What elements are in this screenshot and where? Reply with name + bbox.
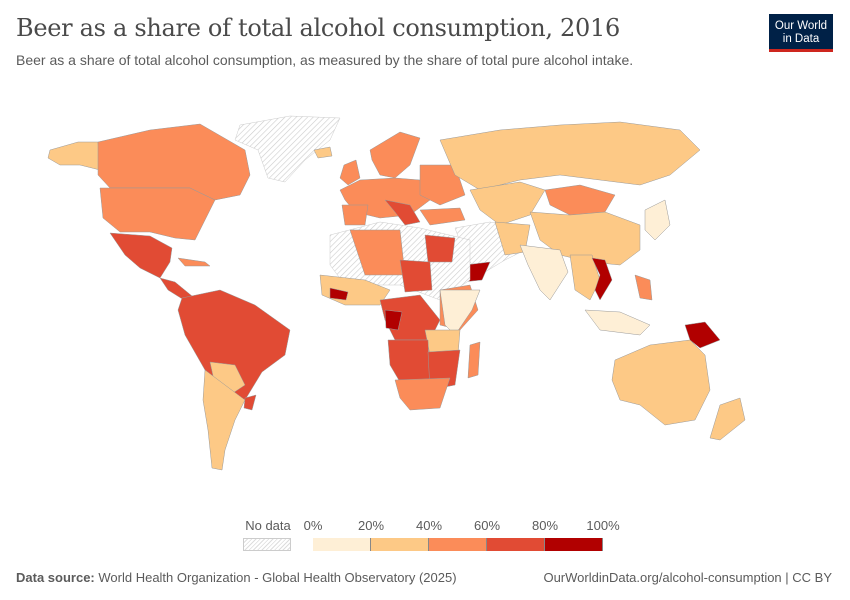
logo-line-1: Our World xyxy=(774,19,828,32)
legend-tick-label: 60% xyxy=(473,518,501,533)
country-alaska[interactable] xyxy=(47,141,101,171)
country-russia[interactable] xyxy=(439,121,701,191)
country-canada[interactable] xyxy=(97,123,251,201)
country-korea-japan[interactable] xyxy=(644,199,671,241)
country-argentina-chile[interactable] xyxy=(202,369,246,471)
source-link[interactable]: OurWorldinData.org/alcohol-consumption |… xyxy=(543,570,832,585)
country-indonesia[interactable] xyxy=(584,309,651,336)
country-sudan[interactable] xyxy=(399,259,433,293)
world-map xyxy=(47,115,746,471)
legend-tick-label: 80% xyxy=(531,518,559,533)
legend-tick-label: 0% xyxy=(303,518,323,533)
country-vietnam[interactable] xyxy=(591,257,613,301)
legend-tick-label: 100% xyxy=(586,518,620,533)
country-madagascar[interactable] xyxy=(467,341,481,379)
data-source-label: Data source: xyxy=(16,570,95,585)
logo-line-2: in Data xyxy=(782,32,820,45)
country-egypt[interactable] xyxy=(424,234,456,263)
legend-bin-1[interactable] xyxy=(371,538,429,551)
country-southern-africa[interactable] xyxy=(394,377,451,411)
country-italy-balkans[interactable] xyxy=(384,199,421,226)
legend-no-data-swatch[interactable] xyxy=(243,538,291,551)
country-mexico[interactable] xyxy=(109,232,173,279)
country-iceland[interactable] xyxy=(313,146,333,159)
owid-logo[interactable]: Our World in Data xyxy=(769,14,833,52)
legend-no-data-label: No data xyxy=(245,518,291,533)
legend-bin-2[interactable] xyxy=(429,538,487,551)
country-png[interactable] xyxy=(684,321,721,349)
legend-bin-0[interactable] xyxy=(313,538,371,551)
map-legend: No data 0% 20% 40% 60% 80% 100% xyxy=(240,515,620,555)
country-west-africa-coast[interactable] xyxy=(329,287,349,301)
country-mongolia[interactable] xyxy=(544,184,616,216)
country-caribbean[interactable] xyxy=(177,257,211,267)
country-usa[interactable] xyxy=(99,187,216,241)
country-india[interactable] xyxy=(519,244,569,301)
page-title: Beer as a share of total alcohol consump… xyxy=(16,14,620,42)
legend-bin-4[interactable] xyxy=(545,538,603,551)
country-philippines[interactable] xyxy=(634,274,653,301)
country-iberia[interactable] xyxy=(341,204,369,226)
legend-tick-label: 20% xyxy=(357,518,385,533)
country-ethiopia-somalia[interactable] xyxy=(439,289,481,336)
country-greenland[interactable] xyxy=(234,115,341,183)
country-new-zealand[interactable] xyxy=(709,397,746,441)
legend-bin-3[interactable] xyxy=(487,538,545,551)
country-uk-ireland[interactable] xyxy=(339,159,361,186)
legend-tick-label: 40% xyxy=(415,518,443,533)
country-australia[interactable] xyxy=(611,339,711,426)
country-scandinavia[interactable] xyxy=(369,131,421,179)
country-south-america-north[interactable] xyxy=(177,289,291,401)
data-source: Data source: World Health Organization -… xyxy=(16,570,457,585)
country-uruguay[interactable] xyxy=(243,394,257,411)
country-turkey[interactable] xyxy=(419,207,466,226)
country-eastern-europe[interactable] xyxy=(419,164,466,206)
country-angola[interactable] xyxy=(387,339,431,383)
data-source-text: World Health Organization - Global Healt… xyxy=(98,570,457,585)
page-subtitle: Beer as a share of total alcohol consump… xyxy=(16,52,634,68)
country-gabon-congo[interactable] xyxy=(384,309,403,331)
country-kazakh-central-asia[interactable] xyxy=(469,181,546,226)
